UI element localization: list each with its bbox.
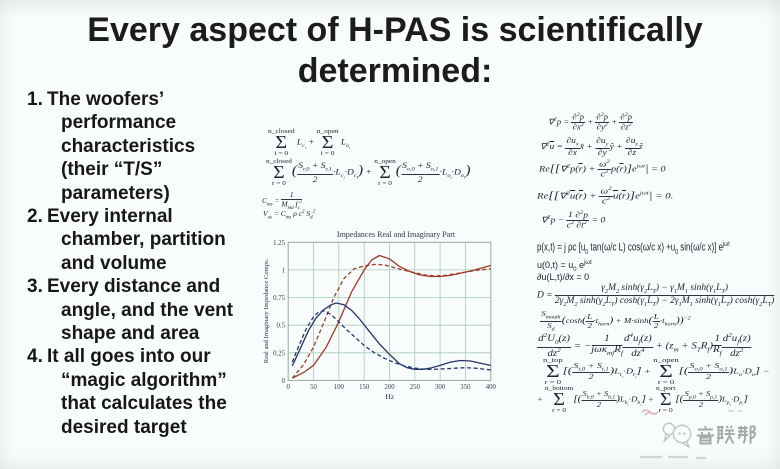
svg-text:200: 200 [384, 384, 395, 391]
svg-text:0.25: 0.25 [273, 350, 285, 357]
svg-text:Hz: Hz [385, 392, 394, 401]
svg-text:0: 0 [282, 378, 286, 385]
svg-text:150: 150 [359, 384, 370, 391]
svg-text:1: 1 [282, 267, 285, 274]
svg-text:0.5: 0.5 [277, 323, 286, 330]
svg-text:400: 400 [486, 384, 497, 391]
svg-text:350: 350 [460, 384, 471, 391]
svg-text:Real and Imaginary Impedance C: Real and Imaginary Impedance Comps. [263, 258, 270, 363]
svg-text:Impedances Real and Imaginary: Impedances Real and Imaginary Part [337, 230, 456, 239]
svg-text:100: 100 [334, 384, 345, 391]
svg-text:250: 250 [410, 384, 421, 391]
svg-text:0.75: 0.75 [273, 295, 285, 302]
svg-text:0: 0 [286, 384, 290, 391]
svg-text:50: 50 [310, 384, 317, 391]
svg-text:1.25: 1.25 [273, 240, 285, 247]
svg-text:300: 300 [435, 384, 446, 391]
